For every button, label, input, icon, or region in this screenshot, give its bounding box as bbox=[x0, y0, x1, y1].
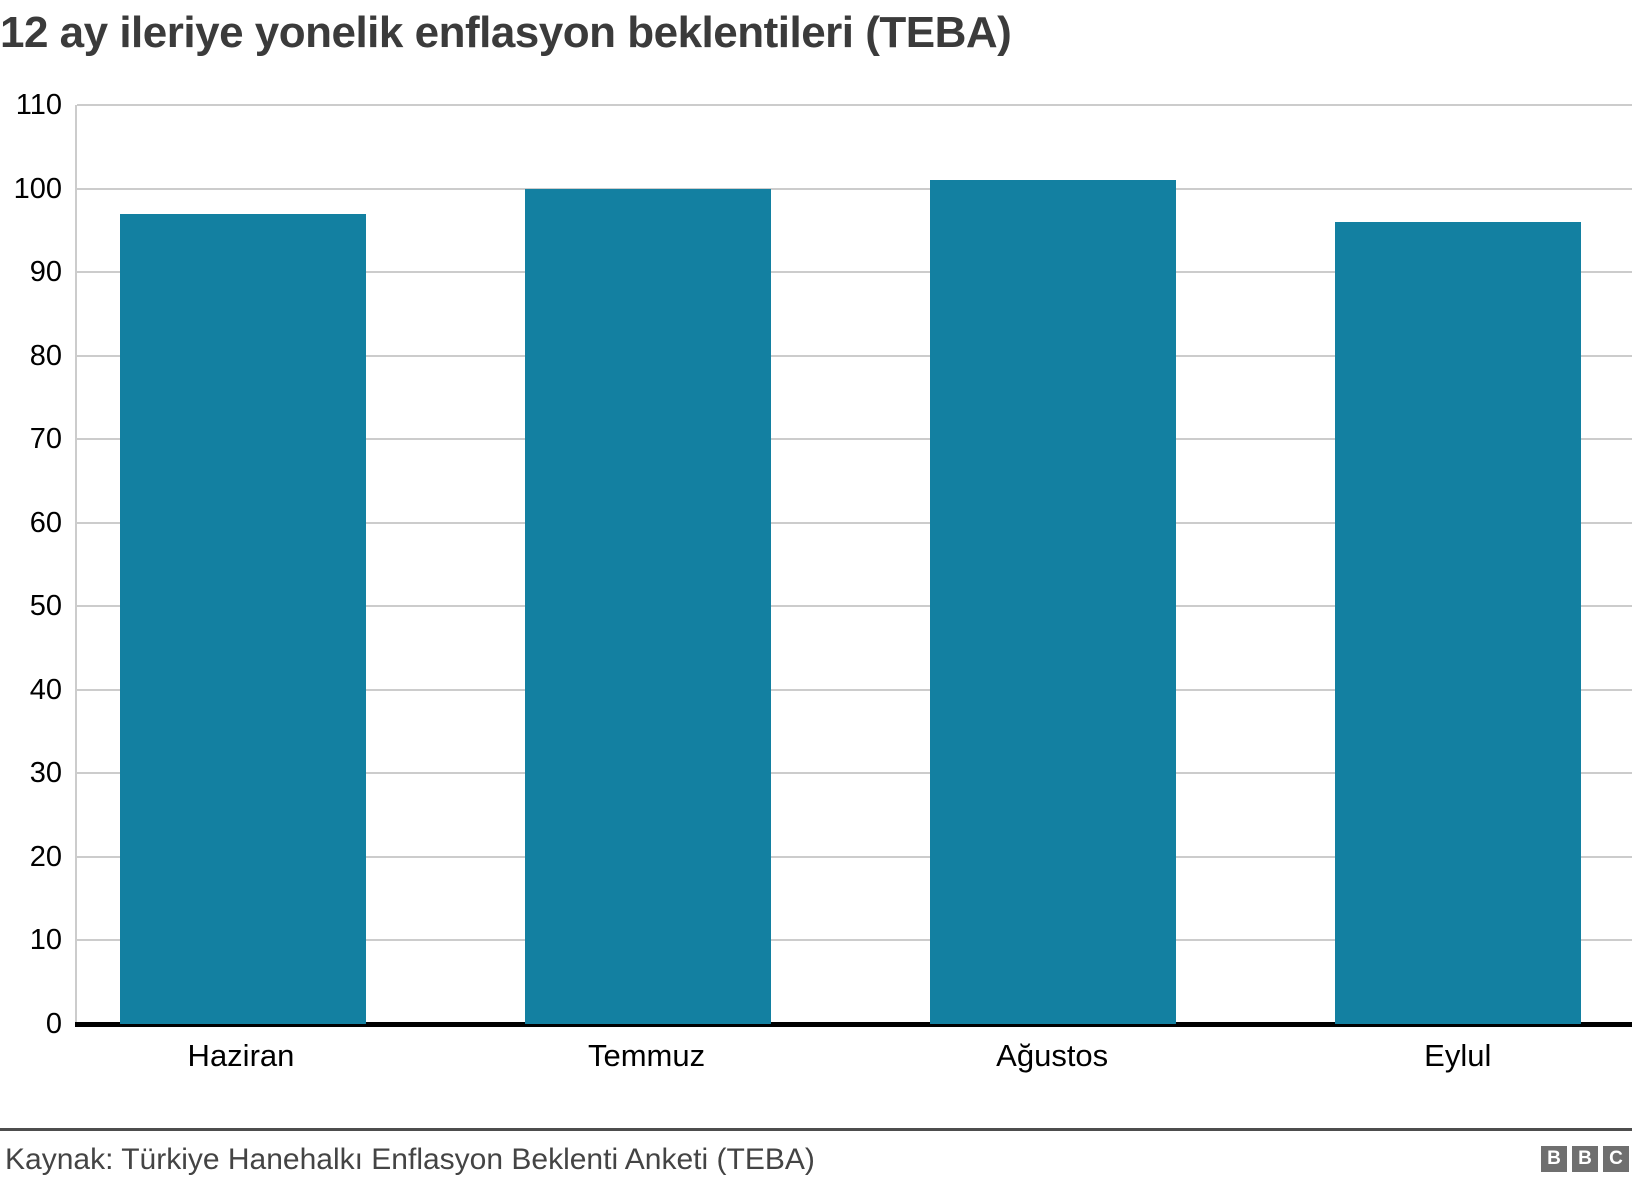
bbc-logo-block-C: C bbox=[1603, 1146, 1629, 1172]
y-tick-label-60: 60 bbox=[29, 506, 62, 539]
x-tick-label-Haziran: Haziran bbox=[187, 1038, 295, 1073]
bar-Temmuz bbox=[524, 188, 771, 1024]
bar-Eylul bbox=[1335, 221, 1581, 1024]
y-tick-label-20: 20 bbox=[29, 840, 62, 873]
y-tick-label-10: 10 bbox=[29, 924, 62, 957]
bbc-logo-block-B: B bbox=[1572, 1146, 1598, 1172]
chart-title: 12 ay ileriye yonelik enflasyon beklenti… bbox=[0, 8, 1012, 57]
x-axis-line bbox=[75, 1022, 1632, 1027]
y-tick-label-40: 40 bbox=[29, 673, 62, 706]
y-tick-label-100: 100 bbox=[13, 172, 62, 205]
y-tick-label-50: 50 bbox=[29, 590, 62, 623]
bbc-logo-block-B: B bbox=[1541, 1146, 1567, 1172]
y-tick-label-0: 0 bbox=[45, 1008, 62, 1040]
gridline-50 bbox=[77, 605, 1632, 608]
footer-divider bbox=[0, 1128, 1632, 1131]
x-tick-label-Ağustos: Ağustos bbox=[996, 1038, 1109, 1073]
gridline-110 bbox=[77, 104, 1632, 106]
bar-Ağustos bbox=[930, 180, 1176, 1024]
gridline-100 bbox=[77, 187, 1632, 190]
y-tick-label-90: 90 bbox=[29, 256, 62, 289]
plot-area bbox=[75, 104, 1632, 1027]
gridline-90 bbox=[77, 271, 1632, 274]
bar-Haziran bbox=[119, 213, 366, 1024]
gridline-80 bbox=[77, 354, 1632, 357]
y-tick-label-110: 110 bbox=[15, 89, 62, 121]
y-tick-label-80: 80 bbox=[29, 339, 62, 372]
gridline-60 bbox=[77, 521, 1632, 524]
gridline-20 bbox=[77, 855, 1632, 858]
gridline-10 bbox=[77, 939, 1632, 942]
gridline-40 bbox=[77, 688, 1632, 691]
source-text: Kaynak: Türkiye Hanehalkı Enflasyon Bekl… bbox=[5, 1143, 815, 1176]
y-tick-label-70: 70 bbox=[29, 423, 62, 456]
y-axis-tick-labels: 0 10 20 30 40 50 60 70 80 90 100 110 bbox=[0, 89, 62, 1040]
gridline-30 bbox=[77, 772, 1632, 775]
gridline-70 bbox=[77, 438, 1632, 441]
y-tick-label-30: 30 bbox=[29, 757, 62, 790]
x-tick-label-Temmuz: Temmuz bbox=[587, 1038, 706, 1073]
x-tick-label-Eylul: Eylul bbox=[1424, 1038, 1492, 1073]
x-axis-tick-labels: Haziran Temmuz Ağustos Eylul bbox=[75, 1038, 1632, 1080]
